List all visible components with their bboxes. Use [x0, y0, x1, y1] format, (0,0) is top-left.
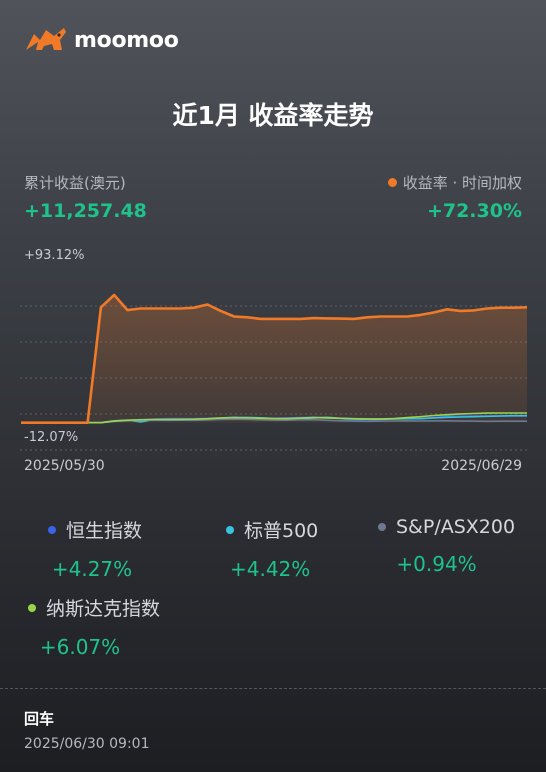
- legend-dot-nasdaq: [28, 603, 36, 612]
- legend-dot-hsi: [48, 525, 56, 534]
- y-min-label: -12.07%: [24, 430, 79, 445]
- return-rate-label-text: 收益率 · 时间加权: [402, 174, 522, 192]
- legend-sp500: 标普500 +4.42%: [226, 516, 318, 581]
- legend-name-asx200: S&P/ASX200: [396, 516, 516, 538]
- y-max-label: +93.12%: [24, 248, 85, 263]
- bull-icon: [26, 28, 66, 50]
- brand-logo: moomoo: [24, 26, 179, 54]
- legend-asx200: S&P/ASX200 +0.94%: [378, 516, 515, 576]
- legend-hsi: 恒生指数 +4.27%: [48, 516, 142, 581]
- legend-name-hsi: 恒生指数: [66, 520, 143, 542]
- footer-title: 回车: [24, 710, 55, 728]
- legend-value-sp500: +4.42%: [229, 557, 311, 581]
- legend-value-nasdaq: +6.07%: [39, 635, 121, 659]
- cumulative-return-label: 累计收益(澳元): [24, 174, 126, 192]
- x-end-label: 2025/06/29: [441, 458, 522, 474]
- page-title: 近1月 收益率走势: [172, 101, 374, 130]
- footer-timestamp: 2025/06/30 09:01: [24, 736, 150, 752]
- legend-name-sp500: 标普500: [244, 520, 319, 542]
- cumulative-return-value: +11,257.48: [24, 200, 147, 222]
- footer-divider: [0, 688, 546, 689]
- legend-dot-sp500: [226, 525, 234, 534]
- x-start-label: 2025/05/30: [24, 458, 105, 474]
- legend-nasdaq: 纳斯达克指数 +6.07%: [28, 594, 160, 659]
- return-rate-value: +72.30%: [426, 200, 522, 222]
- return-rate-line: [21, 293, 528, 424]
- return-rate-label: 收益率 · 时间加权: [387, 172, 522, 193]
- legend-dot-asx200: [378, 523, 386, 531]
- legend-value-asx200: +0.94%: [396, 552, 477, 576]
- return-rate-legend-dot: [387, 178, 397, 187]
- brand-name: moomoo: [74, 27, 179, 53]
- legend-value-hsi: +4.27%: [51, 557, 133, 581]
- legend-name-nasdaq: 纳斯达克指数: [46, 598, 161, 620]
- benchmark-line: [21, 412, 527, 424]
- return-chart: [20, 293, 528, 451]
- return-rate-area: [21, 295, 527, 423]
